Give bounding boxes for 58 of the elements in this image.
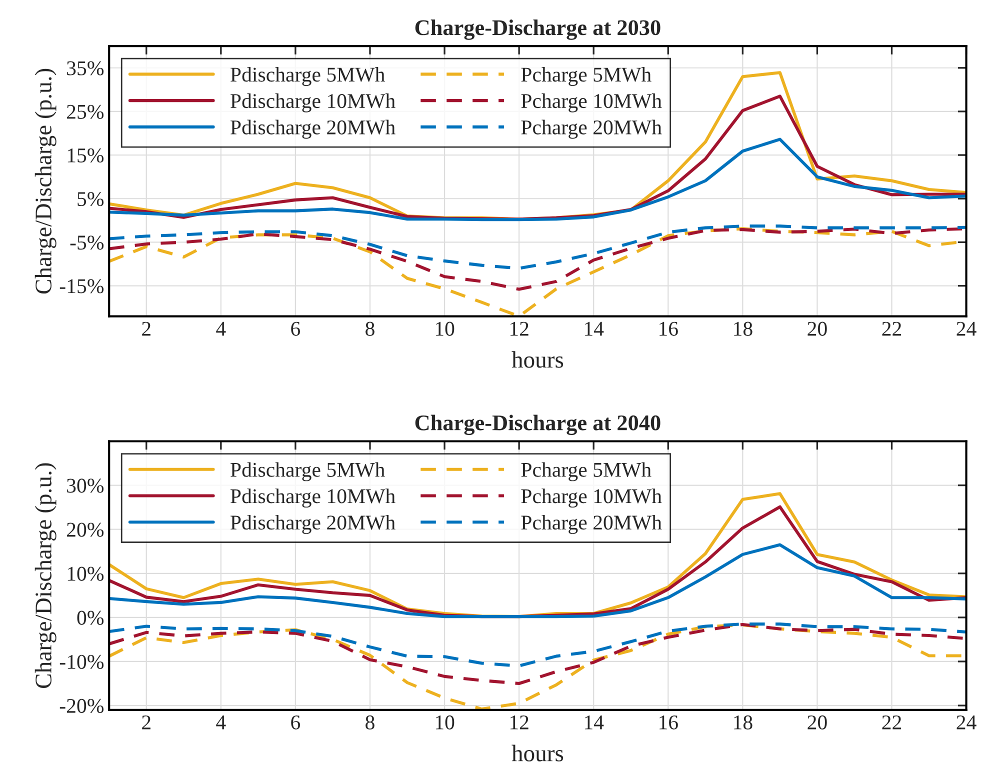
line-series <box>109 138 966 222</box>
y-tick-label: 0% <box>77 610 104 625</box>
x-tick-label: 22 <box>882 715 902 730</box>
legend-label: Pcharge 10MWh <box>521 488 662 508</box>
x-tick-label: 10 <box>436 322 454 336</box>
legend-label: Pdischarge 20MWh <box>230 120 396 139</box>
x-tick-label: 8 <box>366 322 374 336</box>
legend-label: Pdischarge 5MWh <box>230 67 385 86</box>
y-tick-label: -10% <box>60 654 104 669</box>
x-tick-label: 24 <box>956 715 976 730</box>
x-tick-label: 16 <box>660 322 678 336</box>
x-tick-label: 4 <box>216 716 226 730</box>
x-tick-label: 8 <box>366 715 374 730</box>
x-tick-label: 14 <box>585 715 604 730</box>
x-tick-label: 4 <box>216 322 226 336</box>
x-tick-label: 2 <box>142 715 150 730</box>
x-tick-label: 14 <box>585 322 604 336</box>
y-tick-label: 25% <box>66 104 104 119</box>
y-tick-label: 15% <box>68 148 104 163</box>
x-tick-label: 6 <box>291 715 300 730</box>
x-tick-label: 6 <box>291 322 300 336</box>
y-tick-label: 5% <box>78 192 104 206</box>
x-tick-label: 2 <box>142 322 150 336</box>
legend-label: Pcharge 10MWh <box>521 93 662 112</box>
x-tick-label: 20 <box>808 322 827 336</box>
y-tick-label: -5% <box>70 236 104 250</box>
line-series <box>109 543 966 618</box>
x-tick-label: 16 <box>660 715 678 730</box>
legend-label: Pcharge 5MWh <box>521 67 652 86</box>
legend-label: Pcharge 5MWh <box>521 462 652 482</box>
chart-title: Charge-Discharge at 2040 <box>415 414 660 436</box>
x-tick-label: 18 <box>734 715 752 730</box>
x-tick-label: 22 <box>882 322 902 336</box>
y-tick-label: -20% <box>60 698 104 714</box>
legend-label: Pcharge 20MWh <box>521 514 662 534</box>
y-axis-title: Charge/Discharge (p.u.) <box>34 463 56 688</box>
chart-title: Charge-Discharge at 2030 <box>415 20 660 40</box>
legend-label: Pdischarge 20MWh <box>230 514 396 534</box>
y-tick-label: 35% <box>67 61 104 76</box>
x-tick-label: 12 <box>510 715 528 730</box>
x-axis-title: hours <box>512 351 564 368</box>
x-tick-label: 12 <box>510 322 528 336</box>
legend-label: Pcharge 20MWh <box>521 120 662 139</box>
legend-label: Pdischarge 5MWh <box>230 462 385 482</box>
x-tick-label: 10 <box>436 715 454 730</box>
y-axis-title: Charge/Discharge (p.u.) <box>34 68 56 294</box>
line-series <box>109 224 966 270</box>
y-tick-label: 10% <box>68 566 104 581</box>
y-tick-label: 20% <box>66 522 104 537</box>
line-series <box>109 622 966 668</box>
x-tick-label: 20 <box>808 715 827 730</box>
x-tick-label: 18 <box>734 322 752 336</box>
y-tick-label: -15% <box>60 279 104 294</box>
legend-label: Pdischarge 10MWh <box>230 93 396 112</box>
x-tick-label: 24 <box>956 322 976 336</box>
x-axis-title: hours <box>512 744 564 762</box>
legend-label: Pdischarge 10MWh <box>230 488 396 508</box>
y-tick-label: 30% <box>67 478 104 493</box>
